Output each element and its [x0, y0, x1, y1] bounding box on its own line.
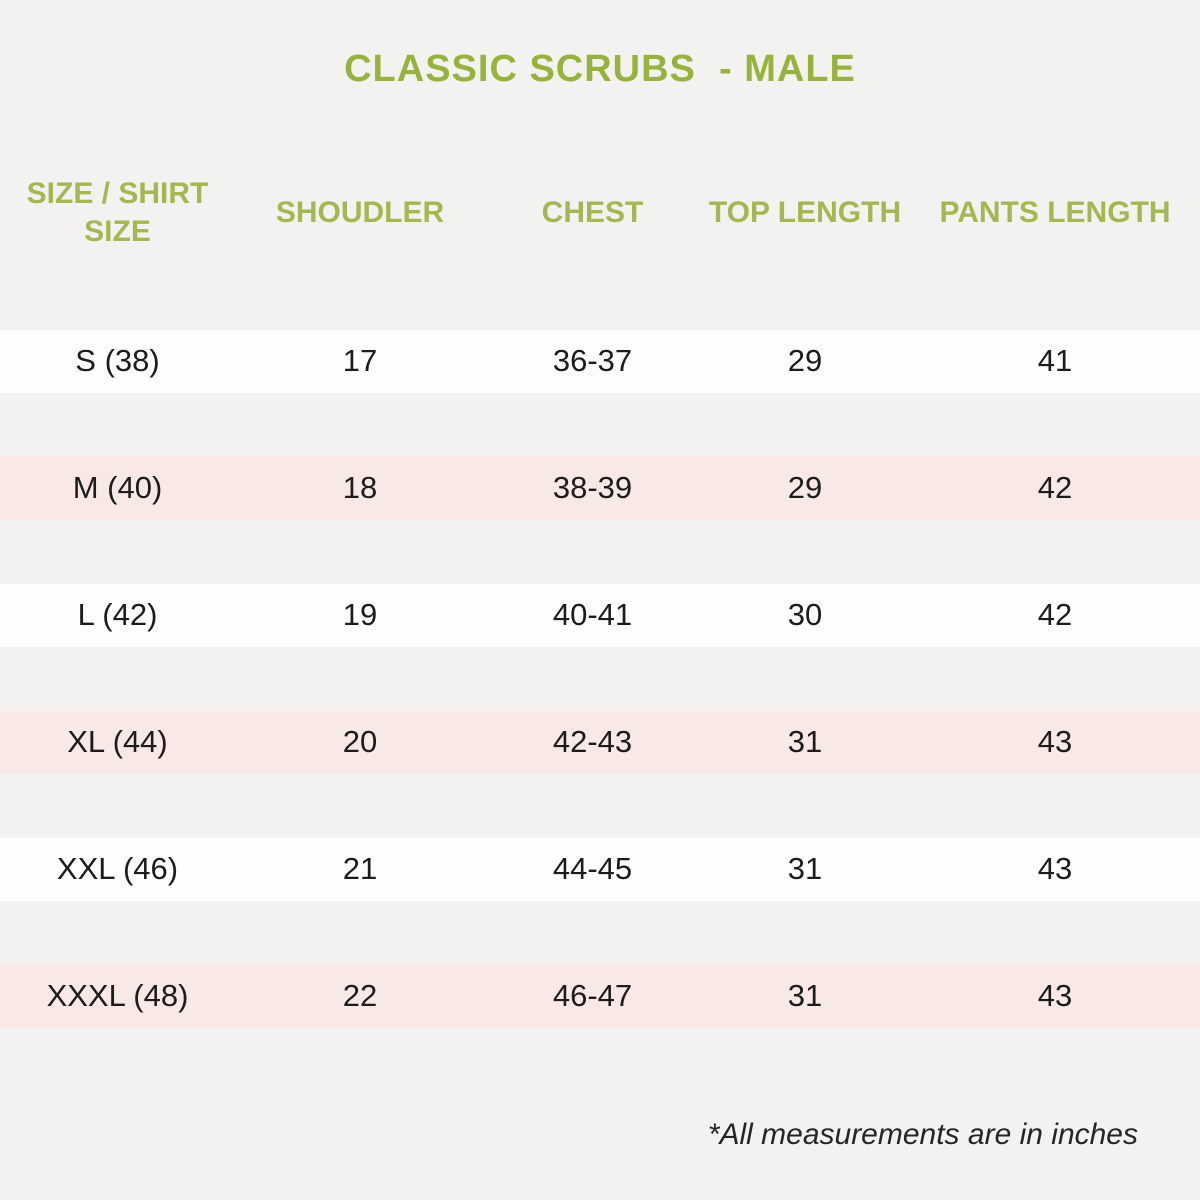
column-header-size: SIZE / SHIRT SIZE: [26, 177, 209, 249]
cell-size: S (38): [75, 343, 160, 379]
cell-size: L (42): [77, 597, 158, 633]
cell-top-length: 29: [787, 343, 823, 379]
cell-size: XXXL (48): [46, 978, 189, 1014]
cell-shoulder: 21: [342, 851, 378, 887]
column-header-pants-length: PANTS LENGTH: [939, 196, 1171, 230]
cell-top-length: 31: [787, 851, 823, 887]
cell-chest: 40-41: [552, 597, 633, 633]
cell-pants-length: 41: [1037, 343, 1073, 379]
cell-top-length: 29: [787, 470, 823, 506]
column-header-top-length: TOP LENGTH: [708, 196, 902, 230]
cell-top-length: 30: [787, 597, 823, 633]
cell-chest: 38-39: [552, 470, 633, 506]
cell-pants-length: 42: [1037, 597, 1073, 633]
table-row-xl: XL (44) 20 42-43 31 43: [0, 710, 1200, 774]
table-row-s: S (38) 17 36-37 29 41: [0, 329, 1200, 393]
cell-size: M (40): [72, 470, 163, 506]
cell-shoulder: 19: [342, 597, 378, 633]
cell-top-length: 31: [787, 724, 823, 760]
table-row-xxl: XXL (46) 21 44-45 31 43: [0, 837, 1200, 901]
cell-chest: 36-37: [552, 343, 633, 379]
cell-size: XXL (46): [56, 851, 179, 887]
table-body: S (38) 17 36-37 29 41 M (40) 18 38-39 29…: [0, 329, 1200, 1028]
cell-pants-length: 43: [1037, 724, 1073, 760]
table-row-m: M (40) 18 38-39 29 42: [0, 456, 1200, 520]
table-row-xxxl: XXXL (48) 22 46-47 31 43: [0, 964, 1200, 1028]
cell-size: XL (44): [67, 724, 168, 760]
cell-shoulder: 22: [342, 978, 378, 1014]
cell-top-length: 31: [787, 978, 823, 1014]
column-header-shoulder: SHOUDLER: [275, 196, 445, 230]
measurements-note: *All measurements are in inches: [707, 1117, 1138, 1151]
cell-pants-length: 42: [1037, 470, 1073, 506]
cell-chest: 46-47: [552, 978, 633, 1014]
cell-pants-length: 43: [1037, 851, 1073, 887]
cell-shoulder: 17: [342, 343, 378, 379]
page-title: CLASSIC SCRUBS - MALE: [344, 48, 856, 90]
table-row-l: L (42) 19 40-41 30 42: [0, 583, 1200, 647]
cell-pants-length: 43: [1037, 978, 1073, 1014]
cell-shoulder: 18: [342, 470, 378, 506]
column-header-chest: CHEST: [541, 196, 644, 230]
table-header-row: SIZE / SHIRT SIZE SHOUDLER CHEST TOP LEN…: [0, 175, 1200, 252]
cell-chest: 44-45: [552, 851, 633, 887]
cell-chest: 42-43: [552, 724, 633, 760]
cell-shoulder: 20: [342, 724, 378, 760]
